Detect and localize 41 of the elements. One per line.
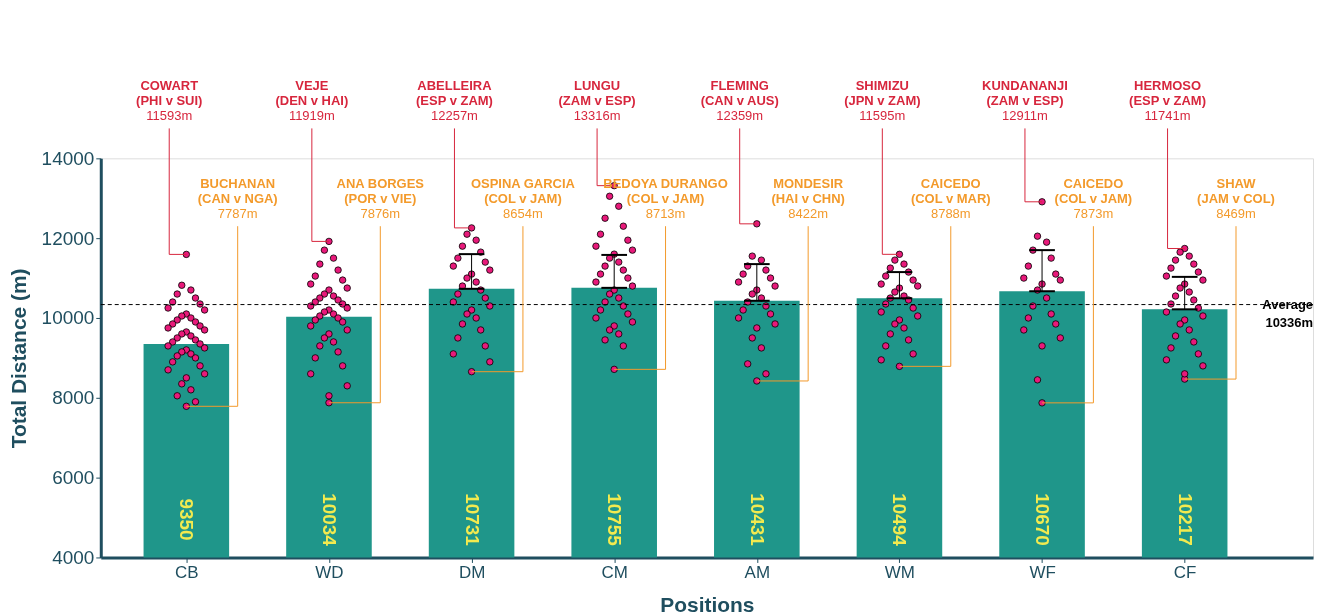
data-label: 10731 [461,493,483,546]
annotation: COWART (PHI v SUI) 11593m [136,78,203,124]
data-label: 9350 [176,498,198,541]
x-tick-label: WF [1029,562,1056,582]
y-axis-title: Total Distance (m) [6,268,30,449]
annotation: KUNDANANJI (ZAM v ESP) 12911m [982,78,1068,124]
y-tick-label: 10000 [41,307,95,329]
annotation: VEJE (DEN v HAI) 11919m [275,78,349,124]
annotation: FLEMING (CAN v AUS) 12359m [700,78,779,124]
annotation: LUNGU (ZAM v ESP) 13316m [558,78,636,124]
x-tick-label: WD [315,562,344,582]
annotation: MONDESIR (HAI v CHN) 8422m [771,176,845,222]
data-label: 10034 [318,493,340,547]
annotation: SHIMIZU (JPN v ZAM) 11595m [844,78,921,124]
x-tick-label: DM [458,562,486,582]
y-tick-label: 4000 [52,546,95,568]
data-label: 10670 [1032,493,1054,546]
y-tick-label: 8000 [52,387,95,409]
annotation: OSPINA GARCIA (COL v JAM) 8654m [470,176,576,222]
ref-line-label: Average 10336m [1262,296,1314,330]
x-tick-label: WM [884,562,915,582]
data-label: 10431 [746,493,768,546]
data-label: 10755 [604,493,626,546]
annotation: SHAW (JAM v COL) 8469m [1197,176,1275,222]
x-axis-title: Positions [660,592,755,615]
y-tick-label: 12000 [41,227,95,249]
x-tick-label: CF [1173,562,1197,582]
annotation: BEDOYA DURANGO (COL v JAM) 8713m [603,176,728,222]
annotation: CAICEDO (COL v JAM) 7873m [1054,176,1133,222]
annotation: ANA BORGES (POR v VIE) 7876m [336,176,425,222]
y-tick-label: 14000 [41,147,95,169]
data-label: 10217 [1174,493,1196,546]
annotation: BUCHANAN (CAN v NGA) 7787m [197,176,278,222]
x-tick-label: CM [601,562,628,582]
x-tick-label: AM [744,562,771,582]
annotation: HERMOSO (ESP v ZAM) 11741m [1129,78,1206,124]
x-tick-label: CB [175,562,199,582]
annotation: ABELLEIRA (ESP v ZAM) 12257m [416,78,493,124]
annotation: CAICEDO (COL v MAR) 8788m [910,176,991,222]
data-label: 10494 [889,493,911,547]
y-tick-label: 6000 [52,467,95,489]
